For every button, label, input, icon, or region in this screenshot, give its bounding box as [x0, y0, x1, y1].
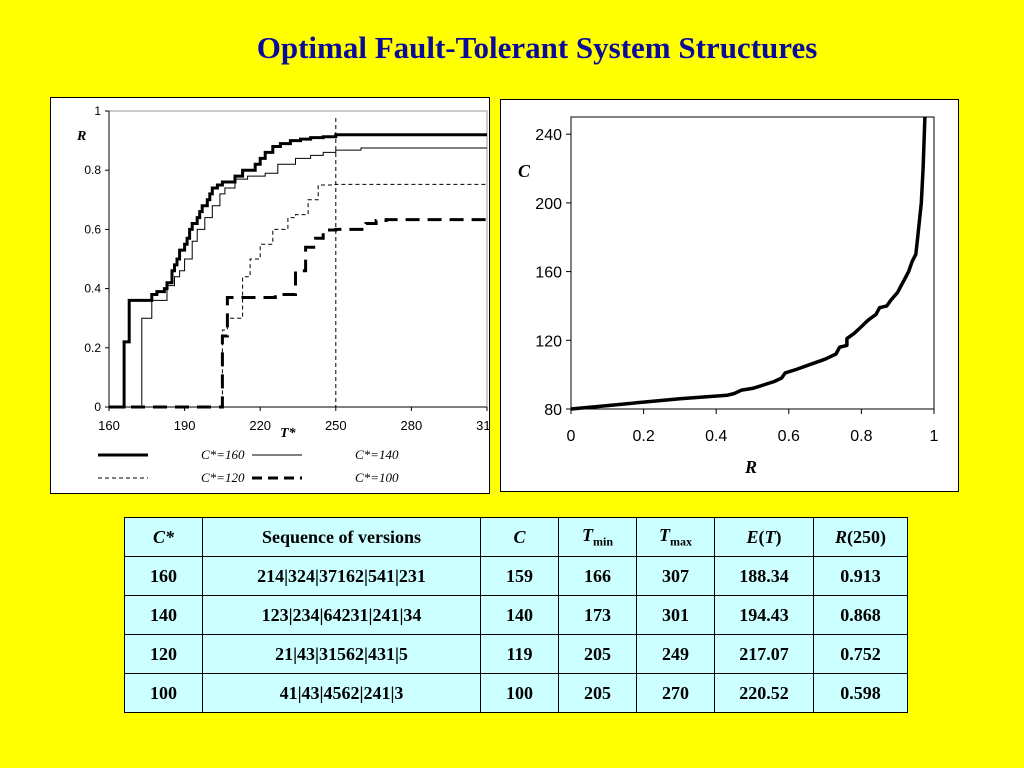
header-e-label: E	[746, 526, 759, 547]
y-tick-label: 0.6	[84, 222, 101, 236]
header-tmax-sub: max	[670, 534, 692, 549]
header-tmin-label: T	[581, 524, 593, 545]
header-sequence: Sequence of versions	[202, 517, 481, 557]
series-line-0	[570, 116, 927, 411]
reliability-chart: 0 0.2 0.4 0.6 0.8 1 160 190 220 250 280 310 R T* C*=16…	[76, 104, 489, 485]
x-tick-label: 310	[476, 418, 489, 433]
cell-tmin: 205	[558, 673, 637, 713]
table-row: 100 41|43|4562|241|3 100 205 270 220.52 …	[124, 673, 908, 713]
header-tmax-label: T	[659, 524, 670, 545]
cell-c: 119	[480, 634, 559, 674]
table-row: 120 21|43|31562|431|5 119 205 249 217.07…	[124, 634, 908, 674]
cell-sequence: 21|43|31562|431|5	[202, 634, 481, 674]
cell-sequence: 123|234|64231|241|34	[202, 595, 481, 635]
series-line-2	[109, 183, 487, 408]
x-tick-label: 220	[249, 418, 271, 433]
cell-et: 217.07	[714, 634, 814, 674]
header-tmin-sub: min	[592, 534, 613, 549]
cost-reliability-chart: 80 120 160 200 240 0 0.2 0.4 0.6 0.8 1 C R	[518, 116, 939, 477]
x-tick-label: 0	[567, 428, 576, 445]
cell-cstar: 120	[124, 634, 203, 674]
header-et: E(T)	[714, 517, 814, 557]
x-tick-label: 0.8	[850, 428, 872, 445]
cell-tmin: 173	[558, 595, 637, 635]
series-line-0	[109, 133, 487, 409]
y-tick-label: 80	[544, 402, 562, 419]
page-title: Optimal Fault-Tolerant System Structures	[256, 30, 818, 65]
legend-label-0: C*=160	[201, 447, 245, 462]
x-axis-label: R	[744, 457, 757, 477]
header-sequence-label: Sequence of versions	[262, 526, 421, 547]
cell-et: 188.34	[714, 556, 814, 596]
cell-r250: 0.752	[813, 634, 908, 674]
series-line-3	[109, 218, 487, 409]
x-tick-label: 0.6	[778, 428, 800, 445]
cost-reliability-chart-panel: 80 120 160 200 240 0 0.2 0.4 0.6 0.8 1 C R	[500, 99, 959, 492]
cell-r250: 0.913	[813, 556, 908, 596]
cell-tmax: 307	[636, 556, 715, 596]
cell-c: 159	[480, 556, 559, 596]
x-tick-label: 0.2	[632, 428, 654, 445]
cell-sequence: 214|324|37162|541|231	[202, 556, 481, 596]
cell-et: 194.43	[714, 595, 814, 635]
header-r-label: R	[834, 526, 847, 547]
y-axis-label: R	[76, 129, 86, 144]
table-header-row: C* Sequence of versions C Tmin Tmax E(T)…	[124, 517, 908, 557]
cell-cstar: 160	[124, 556, 203, 596]
header-r250-label: (250)	[847, 526, 886, 547]
header-c-label: C	[513, 526, 526, 547]
header-et-label: T	[764, 526, 776, 547]
legend-label-2: C*=120	[201, 470, 245, 485]
cell-tmin: 205	[558, 634, 637, 674]
x-tick-label: 250	[325, 418, 347, 433]
reliability-chart-panel: 0 0.2 0.4 0.6 0.8 1 160 190 220 250 280 310 R T* C*=16…	[50, 97, 490, 494]
table-row: 140 123|234|64231|241|34 140 173 301 194…	[124, 595, 908, 635]
x-tick-label: 0.4	[705, 428, 727, 445]
header-r250: R(250)	[813, 517, 908, 557]
y-tick-label: 240	[535, 127, 562, 144]
plot-area	[570, 116, 935, 410]
x-tick-label: 280	[401, 418, 423, 433]
cell-c: 100	[480, 673, 559, 713]
versions-table: C* Sequence of versions C Tmin Tmax E(T)…	[124, 517, 908, 713]
plot-area	[108, 110, 488, 408]
cell-sequence: 41|43|4562|241|3	[202, 673, 481, 713]
cell-et: 220.52	[714, 673, 814, 713]
cell-tmax: 270	[636, 673, 715, 713]
x-tick-label: 190	[174, 418, 196, 433]
y-tick-label: 120	[535, 333, 562, 350]
cell-c: 140	[480, 595, 559, 635]
legend-label-3: C*=100	[355, 470, 399, 485]
cell-tmax: 249	[636, 634, 715, 674]
cell-tmax: 301	[636, 595, 715, 635]
y-tick-label: 0.2	[84, 341, 101, 355]
table-row: 160 214|324|37162|541|231 159 166 307 18…	[124, 556, 908, 596]
x-tick-label: 160	[98, 418, 120, 433]
legend-label-1: C*=140	[355, 447, 399, 462]
cell-tmin: 166	[558, 556, 637, 596]
x-tick-label: 1	[930, 428, 939, 445]
series-line-1	[109, 147, 487, 408]
y-tick-label: 1	[94, 104, 101, 118]
y-tick-label: 0.8	[84, 163, 101, 177]
x-axis-label: T*	[280, 426, 297, 441]
y-tick-label: 160	[535, 265, 562, 282]
cell-r250: 0.598	[813, 673, 908, 713]
y-tick-label: 200	[535, 196, 562, 213]
header-cstar-label: C*	[152, 526, 174, 547]
cell-r250: 0.868	[813, 595, 908, 635]
cell-cstar: 140	[124, 595, 203, 635]
y-axis-label: C	[518, 161, 531, 181]
header-tmax: Tmax	[636, 517, 715, 557]
header-c: C	[480, 517, 559, 557]
header-tmin: Tmin	[558, 517, 637, 557]
header-cstar: C*	[124, 517, 203, 557]
y-tick-label: 0	[94, 400, 101, 414]
y-tick-label: 0.4	[84, 282, 101, 296]
cell-cstar: 100	[124, 673, 203, 713]
